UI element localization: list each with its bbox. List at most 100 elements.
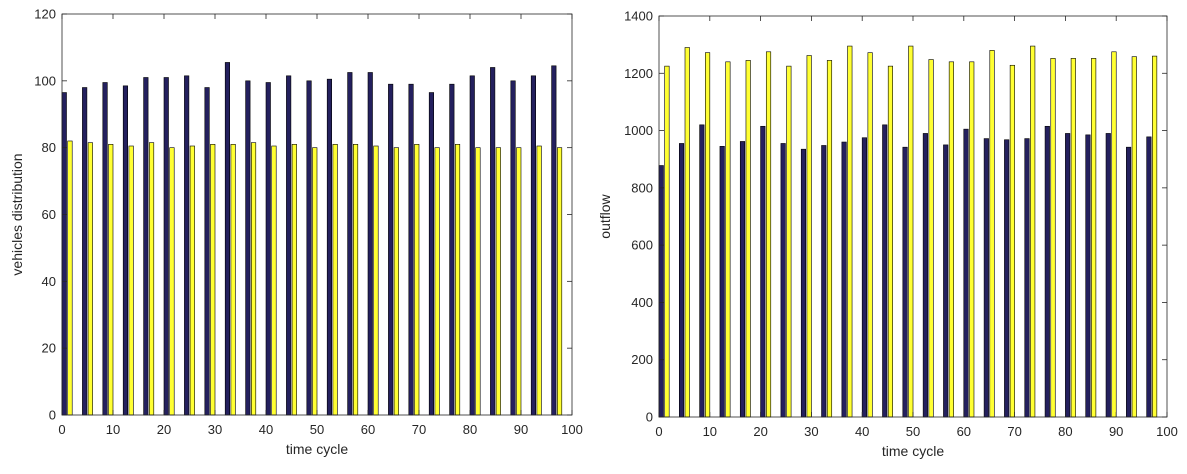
x-tick-label: 60 (957, 424, 971, 439)
bars (658, 45, 1158, 418)
yellow-series-bar (1111, 51, 1117, 418)
dark-series-bar (510, 80, 516, 416)
yellow-series-bar (434, 147, 440, 416)
dark-series-bar (367, 72, 373, 416)
yellow-series-bar (887, 65, 894, 418)
yellow-series-bar (373, 145, 379, 416)
y-axis-label: outflow (597, 193, 613, 238)
x-tick-label: 60 (361, 422, 375, 437)
yellow-series-bar (393, 147, 399, 416)
yellow-series-bar (664, 65, 670, 418)
yellow-series-bar (1070, 58, 1076, 418)
x-tick-label: 20 (157, 422, 171, 437)
x-tick-label: 10 (106, 422, 120, 437)
dark-series-bar (551, 65, 557, 416)
y-tick-label: 120 (34, 7, 56, 22)
dark-series-bar (204, 87, 210, 416)
y-tick-label: 1000 (624, 123, 653, 138)
yellow-series-bar (725, 61, 731, 418)
yellow-series-bar (867, 52, 873, 418)
y-tick-label: 40 (42, 274, 56, 289)
dark-series-bar (983, 138, 989, 418)
dark-series-bar (963, 128, 969, 418)
yellow-series-bar (128, 145, 134, 416)
yellow-series-bar (251, 142, 257, 416)
y-tick-label: 400 (631, 295, 653, 310)
y-tick-label: 20 (42, 341, 56, 356)
yellow-series-bar (847, 45, 853, 418)
dark-series-bar (922, 133, 928, 418)
yellow-series-bar (745, 60, 751, 418)
dark-series-bar (184, 75, 190, 416)
dark-series-bar (1024, 138, 1030, 418)
yellow-series-bar (684, 47, 690, 418)
x-tick-label: 30 (804, 424, 818, 439)
yellow-series-bar (908, 45, 914, 418)
dark-series-bar (841, 141, 847, 418)
dark-series-bar (1085, 134, 1091, 418)
yellow-series-bar (516, 147, 522, 416)
y-tick-label: 200 (631, 352, 653, 367)
yellow-series-bar (149, 142, 155, 416)
left-chart-vehicles-distribution: 0 10 20 30 40 50 60 70 80 90 100 0 20 40 60 80 100 120 tim… (9, 7, 583, 458)
x-tick-label: 80 (463, 422, 477, 437)
y-tick-label: 80 (42, 140, 56, 155)
x-tick-label: 90 (1109, 424, 1123, 439)
x-tick-label: 10 (703, 424, 717, 439)
yellow-series-bar (786, 65, 792, 418)
yellow-series-bar (1152, 55, 1158, 418)
dark-series-bar (388, 83, 394, 416)
x-axis-label: time cycle (882, 443, 944, 459)
dark-series-bar (428, 92, 435, 416)
dark-series-bar (739, 141, 746, 418)
x-tick-label: 50 (310, 422, 324, 437)
yellow-series-bar (67, 140, 73, 416)
yellow-series-bar (87, 142, 93, 416)
dark-series-bar (1126, 146, 1132, 418)
yellow-series-bar (495, 147, 501, 416)
x-axis-label: time cycle (286, 441, 348, 457)
y-tick-label: 60 (42, 207, 56, 222)
yellow-series-bar (1131, 56, 1137, 418)
dark-series-bar (699, 124, 705, 418)
yellow-series-bar (352, 144, 359, 416)
dark-series-bar (1004, 139, 1010, 418)
dark-series-bar (821, 145, 827, 418)
dark-series-bar (224, 62, 230, 416)
dark-series-bar (449, 83, 455, 416)
yellow-series-bar (291, 144, 297, 416)
dark-series-bar (102, 82, 108, 416)
yellow-series-bar (989, 50, 995, 418)
dark-series-bar (408, 83, 414, 416)
dark-series-bar (469, 75, 475, 416)
x-tick-label: 100 (1156, 424, 1178, 439)
yellow-series-bar (271, 145, 277, 416)
dark-series-bar (326, 78, 333, 416)
x-tick-label: 30 (208, 422, 222, 437)
right-chart-outflow: 0 10 20 30 40 50 60 70 80 90 100020040060080010001… (597, 9, 1178, 460)
yellow-series-bar (826, 60, 833, 418)
dark-series-bar (490, 67, 496, 416)
dark-series-bar (1146, 136, 1152, 418)
dark-series-bar (943, 144, 949, 418)
yellow-series-bar (948, 61, 954, 418)
dark-series-bar (306, 80, 312, 416)
yellow-series-bar (414, 144, 420, 416)
yellow-series-bar (475, 147, 481, 416)
dark-series-bar (347, 72, 353, 416)
dark-series-bar (1105, 133, 1111, 418)
x-tick-label: 90 (514, 422, 528, 437)
yellow-series-bar (1009, 64, 1015, 418)
yellow-series-bar (806, 55, 812, 418)
yellow-series-bar (189, 145, 195, 416)
y-tick-label: 600 (631, 238, 653, 253)
x-tick-label: 0 (655, 424, 662, 439)
yellow-series-bar (230, 144, 236, 416)
dark-series-bar (678, 143, 685, 418)
dark-series-bar (1065, 133, 1071, 418)
dark-series-bar (902, 146, 908, 418)
dark-series-bar (163, 77, 169, 416)
dark-series-bar (530, 75, 537, 416)
y-tick-label: 1200 (624, 66, 653, 81)
